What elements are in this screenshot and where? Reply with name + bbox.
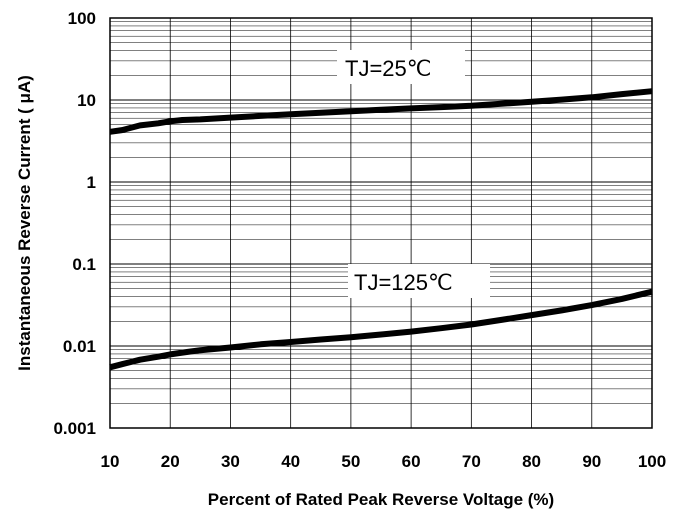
y-axis-title: Instantaneous Reverse Current ( μA) <box>15 75 34 371</box>
tj25-curve-label: TJ=25℃ <box>345 56 431 81</box>
y-tick-label: 0.1 <box>72 255 96 274</box>
x-tick-label: 40 <box>281 452 300 471</box>
x-axis-title: Percent of Rated Peak Reverse Voltage (%… <box>208 490 554 509</box>
series-line-tj125 <box>109 288 653 371</box>
y-tick-labels: 0.001 0.01 0.1 1 10 100 <box>53 9 96 438</box>
tj125-label-background <box>348 264 490 298</box>
x-tick-label: 80 <box>522 452 541 471</box>
x-tick-label: 50 <box>341 452 360 471</box>
x-tick-label: 100 <box>638 452 666 471</box>
x-tick-labels: 10 20 30 40 50 60 70 80 90 100 <box>101 452 667 471</box>
x-tick-label: 10 <box>101 452 120 471</box>
y-tick-label: 0.01 <box>63 337 96 356</box>
plot-frame <box>109 17 653 429</box>
y-tick-label: 100 <box>68 9 96 28</box>
x-tick-label: 70 <box>462 452 481 471</box>
x-tick-label: 90 <box>582 452 601 471</box>
y-tick-label: 0.001 <box>53 419 96 438</box>
y-tick-label: 10 <box>77 91 96 110</box>
x-tick-label: 60 <box>402 452 421 471</box>
y-tick-label: 1 <box>87 173 96 192</box>
curves <box>109 88 653 371</box>
tj25-label-background <box>337 50 465 84</box>
tj125-curve-label: TJ=125℃ <box>354 270 453 295</box>
series-line-tj25 <box>109 88 653 135</box>
x-tick-label: 30 <box>221 452 240 471</box>
x-tick-label: 20 <box>161 452 180 471</box>
